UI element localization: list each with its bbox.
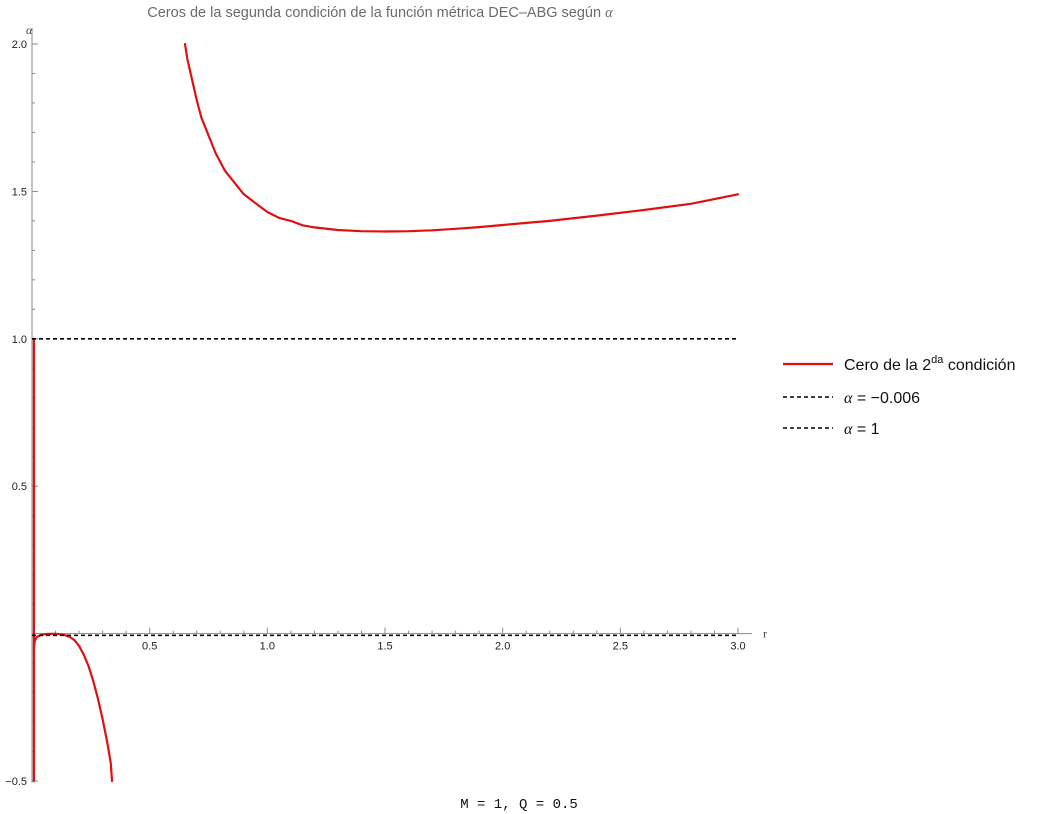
legend-entry-label: Cero de la 2da condición	[844, 354, 1015, 374]
y-tick-label: 1.0	[12, 334, 27, 346]
y-tick-label: −0.5	[5, 776, 27, 788]
series-red-curve-segment	[32, 632, 114, 783]
x-tick-label: 3.0	[730, 641, 745, 653]
chart-title-symbol: α	[605, 5, 613, 21]
y-tick-label: 1.5	[12, 186, 27, 198]
x-axis-label: r	[763, 627, 767, 641]
chart-title-text: Ceros de la segunda condición de la func…	[147, 5, 605, 21]
legend-entry-label: α = 1	[844, 421, 880, 438]
y-tick-label: 2.0	[12, 39, 27, 51]
legend-entry-label: α = −0.006	[844, 390, 920, 407]
x-tick-label: 2.0	[495, 641, 510, 653]
x-tick-label: 0.5	[142, 641, 157, 653]
series-red-curve-segment	[183, 42, 740, 233]
x-tick-label: 1.0	[260, 641, 275, 653]
legend: Cero de la 2da condición α = −0.006 α = 1	[783, 354, 1015, 438]
series-layer	[32, 42, 740, 783]
axes: 0.5 1.0 1.5 2.0 2.5 3.0 −0.5 0.5 1.0 1.5 2.0 r α	[5, 23, 767, 788]
footer-parameters: M = 1, Q = 0.5	[460, 797, 578, 813]
y-tick-label: 0.5	[12, 481, 27, 493]
chart-title: Ceros de la segunda condición de la func…	[147, 5, 613, 21]
y-axis-label: α	[26, 23, 33, 37]
x-tick-label: 2.5	[613, 641, 628, 653]
x-tick-label: 1.5	[377, 641, 392, 653]
